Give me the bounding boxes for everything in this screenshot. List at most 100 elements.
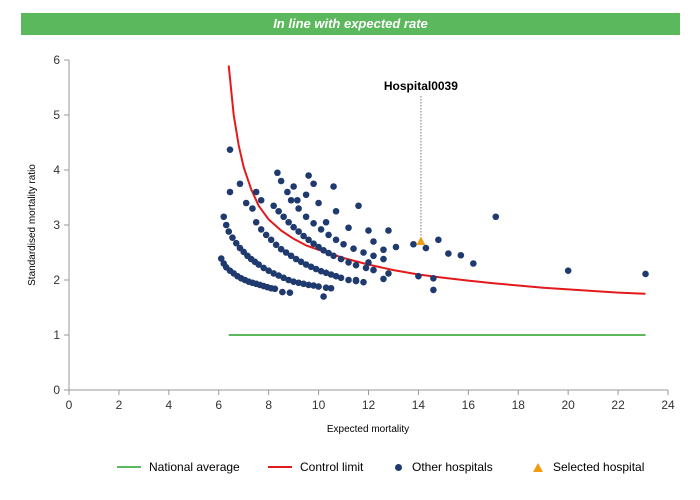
other-hospital-point bbox=[337, 255, 345, 263]
other-hospitals-swatch bbox=[395, 463, 402, 471]
other-hospital-point bbox=[392, 243, 400, 251]
other-hospital-point bbox=[292, 255, 300, 263]
other-hospital-point bbox=[352, 261, 360, 269]
other-hospital-point bbox=[332, 236, 340, 244]
control-limit-swatch bbox=[268, 466, 292, 468]
national-average-swatch bbox=[117, 466, 141, 468]
other-hospital-point bbox=[470, 260, 477, 267]
other-hospital-point bbox=[252, 188, 260, 196]
other-hospital-point bbox=[290, 183, 297, 190]
x-tick-label: 20 bbox=[561, 398, 575, 412]
other-hospital-point bbox=[287, 196, 295, 204]
other-hospital-point bbox=[229, 234, 236, 241]
legend-national-average-label: National average bbox=[149, 460, 240, 474]
other-hospital-point bbox=[287, 252, 295, 260]
selected-hospital-point bbox=[416, 236, 426, 245]
other-hospital-point bbox=[302, 213, 310, 221]
other-hospital-point bbox=[352, 276, 360, 284]
other-hospital-point bbox=[295, 205, 302, 212]
other-hospital-point bbox=[270, 270, 277, 277]
y-axis-title: Standardised mortality ratio bbox=[27, 164, 38, 286]
y-tick-label: 4 bbox=[53, 163, 60, 177]
other-hospital-point bbox=[317, 267, 325, 275]
other-hospital-point bbox=[380, 255, 387, 263]
other-hospital-point bbox=[310, 220, 317, 227]
other-hospital-point bbox=[274, 169, 281, 177]
other-hospital-point bbox=[225, 228, 233, 235]
other-hospital-point bbox=[294, 196, 301, 204]
other-hospital-point bbox=[285, 276, 292, 284]
other-hospital-point bbox=[279, 288, 286, 296]
other-hospital-point bbox=[290, 223, 297, 231]
legend-selected-hospital-label: Selected hospital bbox=[553, 460, 645, 474]
legend-national-average: National average bbox=[117, 455, 240, 479]
other-hospital-point bbox=[280, 213, 287, 221]
other-hospital-point bbox=[422, 244, 430, 252]
other-hospital-point bbox=[350, 245, 357, 252]
other-hospital-point bbox=[365, 227, 372, 234]
other-hospital-point bbox=[430, 286, 437, 294]
other-hospital-point bbox=[300, 280, 307, 288]
other-hospital-point bbox=[320, 247, 327, 254]
other-hospital-point bbox=[305, 236, 312, 244]
control-limit-curve bbox=[227, 65, 646, 295]
other-hospital-point bbox=[302, 191, 310, 199]
other-hospital-point bbox=[330, 183, 337, 190]
y-tick-label: 0 bbox=[53, 383, 60, 397]
other-hospital-point bbox=[290, 278, 297, 285]
other-hospital-point bbox=[232, 239, 240, 247]
selected-hospital-label: Hospital0039 bbox=[384, 79, 458, 93]
other-hospital-point bbox=[385, 227, 392, 234]
other-hospital-point bbox=[435, 236, 442, 244]
legend-other-hospitals-label: Other hospitals bbox=[412, 460, 493, 474]
other-hospital-point bbox=[317, 226, 325, 233]
other-hospital-point bbox=[310, 240, 317, 247]
other-hospital-point bbox=[262, 231, 270, 239]
legend-other-hospitals: Other hospitals bbox=[395, 455, 493, 479]
other-hospital-point bbox=[242, 199, 250, 207]
other-hospital-point bbox=[337, 274, 345, 282]
other-hospital-point bbox=[322, 218, 330, 226]
other-hospital-point bbox=[286, 289, 294, 296]
x-tick-label: 8 bbox=[265, 398, 272, 412]
other-hospital-point bbox=[492, 213, 500, 221]
other-hospital-point bbox=[255, 261, 262, 268]
other-hospital-point bbox=[325, 231, 332, 239]
other-hospital-point bbox=[310, 180, 317, 188]
other-hospital-point bbox=[222, 221, 230, 229]
other-hospital-point bbox=[360, 249, 367, 256]
other-hospital-point bbox=[332, 207, 340, 215]
other-hospital-point bbox=[345, 259, 352, 266]
axes bbox=[68, 60, 668, 391]
other-hospital-point bbox=[365, 259, 372, 266]
other-hospital-point bbox=[257, 226, 265, 233]
other-hospital-point bbox=[322, 269, 330, 277]
other-hospital-point bbox=[295, 228, 302, 235]
other-hospital-point bbox=[380, 246, 387, 254]
other-hospital-point bbox=[445, 250, 452, 257]
other-hospital-point bbox=[642, 270, 649, 278]
other-hospital-point bbox=[275, 207, 282, 215]
y-tick-label: 3 bbox=[53, 218, 60, 232]
y-tick-label: 6 bbox=[53, 53, 60, 67]
y-tick-label: 1 bbox=[53, 328, 60, 342]
selected-hospital-swatch bbox=[533, 462, 543, 472]
other-hospital-point bbox=[307, 263, 315, 271]
other-hospital-point bbox=[332, 272, 340, 280]
other-hospital-point bbox=[305, 172, 312, 179]
other-hospital-point bbox=[430, 275, 437, 282]
x-tick-label: 22 bbox=[611, 398, 625, 412]
other-hospital-point bbox=[345, 224, 352, 232]
selected-hospital-group: Hospital0039 bbox=[384, 79, 458, 245]
other-hospital-point bbox=[300, 232, 307, 240]
other-hospital-point bbox=[220, 213, 228, 221]
other-hospital-point bbox=[249, 205, 256, 212]
other-hospital-point bbox=[370, 238, 377, 245]
x-tick-label: 2 bbox=[116, 398, 123, 412]
x-tick-label: 6 bbox=[215, 398, 222, 412]
other-hospital-point bbox=[312, 265, 320, 273]
other-hospital-point bbox=[277, 177, 285, 185]
other-hospital-point bbox=[345, 276, 352, 284]
x-tick-label: 16 bbox=[462, 398, 476, 412]
